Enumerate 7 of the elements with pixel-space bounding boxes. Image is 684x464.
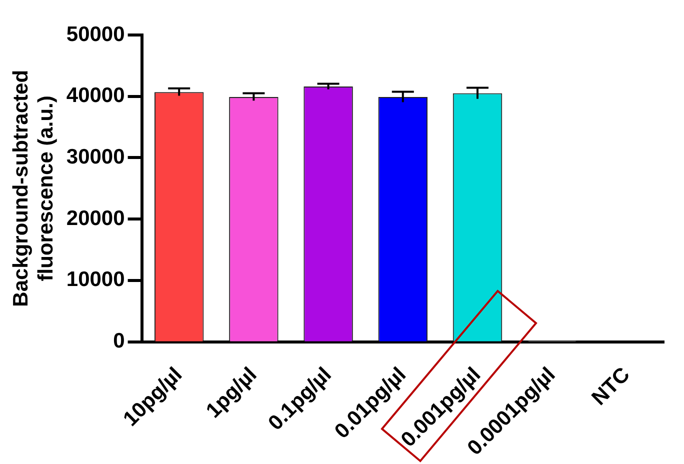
y-tick-label: 0 bbox=[113, 330, 125, 353]
y-tick-label: 40000 bbox=[66, 84, 125, 108]
y-tick-label: 10000 bbox=[66, 268, 125, 292]
y-tick-label: 20000 bbox=[66, 206, 125, 230]
y-tick-label: 50000 bbox=[66, 22, 125, 46]
y-axis-title: Background-subtracted fluorescence (a.u.) bbox=[9, 70, 58, 307]
y-tick-label: 30000 bbox=[66, 146, 125, 169]
